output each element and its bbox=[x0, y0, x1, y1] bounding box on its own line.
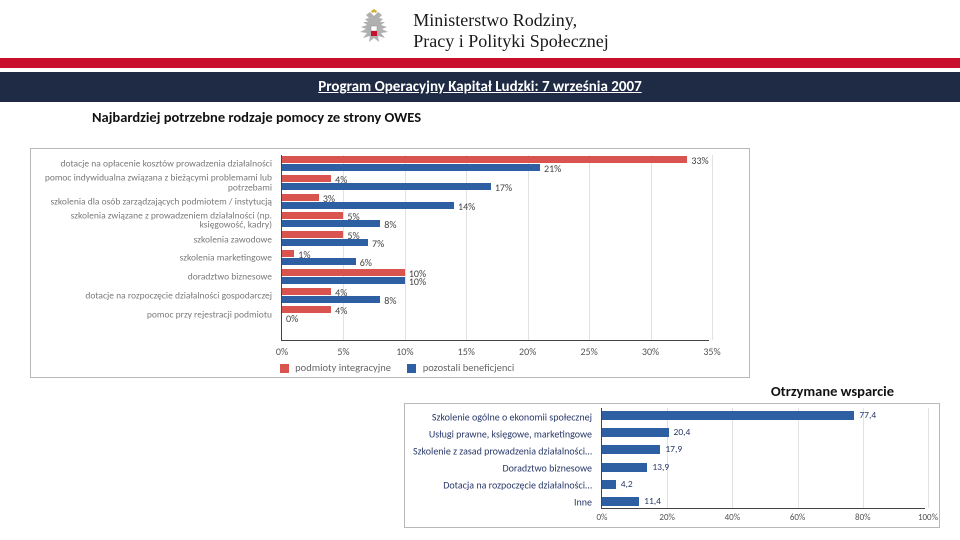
chart1-bar-series-red bbox=[282, 269, 405, 276]
chart2-container: 0% 20% 40% 60% 80% 100% Szkolenie ogólne o eko… bbox=[404, 403, 940, 528]
chart1-bar-series-blue bbox=[282, 239, 368, 246]
chart1-category-label: dotacje na rozpoczęcie działalności gosp… bbox=[32, 291, 276, 301]
chart1-category-label: szkolenia zawodowe bbox=[32, 235, 276, 245]
chart1-xtick-label: 0% bbox=[276, 345, 288, 358]
chart1-category-label: doradztwo biznesowe bbox=[32, 272, 276, 282]
ministry-line-2: Pracy i Polityki Społecznej bbox=[413, 31, 608, 52]
chart1-container: 0% 5% 10% 15% 20% 25% 30% 35% dotacje na opłacen… bbox=[30, 148, 750, 378]
chart1-category-label: szkolenia marketingowe bbox=[32, 254, 276, 264]
chart1-category-label: pomoc przy rejestracji podmiotu bbox=[32, 310, 276, 320]
chart2-xtick-label: 20% bbox=[659, 512, 675, 523]
chart2-bar bbox=[602, 480, 616, 489]
chart1-bar-series-red bbox=[282, 250, 294, 257]
chart1-xtick-label: 20% bbox=[519, 345, 536, 358]
ministry-name: Ministerstwo Rodziny, Pracy i Polityki S… bbox=[413, 10, 608, 52]
chart1-bar-series-red bbox=[282, 231, 343, 238]
chart1-xtick-label: 35% bbox=[703, 345, 720, 358]
legend-swatch-red bbox=[280, 364, 289, 373]
chart2-bar bbox=[602, 497, 639, 506]
chart1-row: szkolenia zawodowe5%7% bbox=[32, 230, 709, 249]
chart1-bar-series-blue bbox=[282, 277, 405, 284]
chart2-bar bbox=[602, 411, 854, 420]
chart2-plot-area: 0%20%40%60%80%100%Szkolenie ogólne o eko… bbox=[601, 408, 925, 509]
chart1-bar-series-blue bbox=[282, 220, 380, 227]
chart1-bar-series-red bbox=[282, 212, 343, 219]
chart1-category-label: szkolenia dla osób zarządzających podmio… bbox=[32, 197, 276, 207]
chart2-xtick-label: 60% bbox=[790, 512, 806, 523]
chart1-value-label-red: 4% bbox=[335, 304, 347, 317]
chart2-gridline bbox=[928, 408, 929, 508]
chart1-bar-series-blue bbox=[282, 296, 380, 303]
ministry-header: Ministerstwo Rodziny, Pracy i Polityki S… bbox=[0, 0, 960, 58]
chart1-row: doradztwo biznesowe10%10% bbox=[32, 268, 709, 287]
chart2-category-label: Szkolenie ogólne o ekonomii społecznej bbox=[406, 410, 596, 423]
chart2-row: Usługi prawne, księgowe, marketingowe 20,… bbox=[406, 425, 925, 442]
chart2-bar bbox=[602, 445, 660, 454]
chart1-bar-series-red bbox=[282, 156, 687, 163]
chart1-bar-series-red bbox=[282, 288, 331, 295]
chart1-row: pomoc przy rejestracji podmiotu4%0% bbox=[32, 305, 709, 324]
chart1-row: szkolenia związane z prowadzeniem działa… bbox=[32, 211, 709, 230]
chart2-row: Dotacja na rozpoczęcie działalności… 4,2 bbox=[406, 477, 925, 494]
chart2-value-label: 11,4 bbox=[644, 495, 661, 507]
chart2-bar bbox=[602, 428, 669, 437]
header-red-bar bbox=[0, 58, 960, 68]
chart1-bar-series-red bbox=[282, 194, 319, 201]
legend-label-red: podmioty integracyjne bbox=[295, 361, 391, 374]
chart1-row: pomoc indywidualna związana z bieżącymi … bbox=[32, 174, 709, 193]
chart2-value-label: 13,9 bbox=[652, 461, 669, 473]
chart1-category-label: szkolenia związane z prowadzeniem działa… bbox=[32, 211, 276, 230]
chart1-xtick-label: 25% bbox=[580, 345, 597, 358]
chart2-category-label: Usługi prawne, księgowe, marketingowe bbox=[406, 427, 596, 440]
chart1-row bbox=[32, 324, 709, 343]
chart1-bar-series-blue bbox=[282, 183, 491, 190]
chart2-bar bbox=[602, 463, 647, 472]
chart2-category-label: Szkolenie z zasad prowadzenia działalnoś… bbox=[406, 444, 596, 457]
chart2-category-label: Inne bbox=[406, 496, 596, 509]
poland-eagle-emblem bbox=[351, 8, 397, 54]
chart2-category-label: Dotacja na rozpoczęcie działalności… bbox=[406, 479, 596, 492]
chart2-row: Doradztwo biznesowe 13,9 bbox=[406, 460, 925, 477]
chart1-bar-series-blue bbox=[282, 202, 454, 209]
chart1-row: dotacje na rozpoczęcie działalności gosp… bbox=[32, 287, 709, 306]
chart1-title: Najbardziej potrzebne rodzaje pomocy ze … bbox=[0, 102, 960, 128]
chart2-row: Szkolenie z zasad prowadzenia działalnoś… bbox=[406, 442, 925, 459]
chart2-xtick-label: 0% bbox=[597, 512, 608, 523]
chart1-xtick-label: 5% bbox=[337, 345, 349, 358]
slide-title-bar: Program Operacyjny Kapitał Ludzki: 7 wrz… bbox=[0, 72, 960, 102]
chart1-legend: podmioty integracyjne pozostali beneficj… bbox=[31, 361, 749, 374]
ministry-line-1: Ministerstwo Rodziny, bbox=[413, 10, 608, 31]
chart1-xtick-label: 30% bbox=[642, 345, 659, 358]
chart2-row: Szkolenie ogólne o ekonomii społecznej 77… bbox=[406, 408, 925, 425]
legend-label-blue: pozostali beneficjenci bbox=[423, 361, 514, 374]
legend-swatch-blue bbox=[407, 364, 416, 373]
chart1-value-label-red: 33% bbox=[691, 154, 708, 167]
chart1-gridline bbox=[712, 155, 713, 340]
chart1-category-label: dotacje na opłacenie kosztów prowadzenia… bbox=[32, 160, 276, 170]
chart2-title: Otrzymane wsparcie bbox=[771, 382, 894, 400]
chart1-row: szkolenia marketingowe1%6% bbox=[32, 249, 709, 268]
chart2-row: Inne 11,4 bbox=[406, 494, 925, 511]
chart2-value-label: 17,9 bbox=[665, 443, 682, 455]
chart1-bar-series-red bbox=[282, 175, 331, 182]
chart2-xtick-label: 40% bbox=[725, 512, 741, 523]
chart2-xtick-label: 100% bbox=[918, 512, 938, 523]
chart1-plot-area: 0%5%10%15%20%25%30%35%dotacje na opłacen… bbox=[281, 155, 709, 341]
chart2-category-label: Doradztwo biznesowe bbox=[406, 462, 596, 475]
chart1-category-label: pomoc indywidualna związana z bieżącymi … bbox=[32, 174, 276, 193]
chart2-value-label: 77,4 bbox=[859, 409, 876, 421]
chart2-value-label: 4,2 bbox=[621, 478, 633, 490]
chart2-value-label: 20,4 bbox=[674, 426, 691, 438]
chart1-bar-series-blue bbox=[282, 164, 540, 171]
chart1-bar-series-blue bbox=[282, 258, 356, 265]
chart1-xtick-label: 15% bbox=[458, 345, 475, 358]
chart1-xtick-label: 10% bbox=[396, 345, 413, 358]
chart2-xtick-label: 80% bbox=[855, 512, 871, 523]
